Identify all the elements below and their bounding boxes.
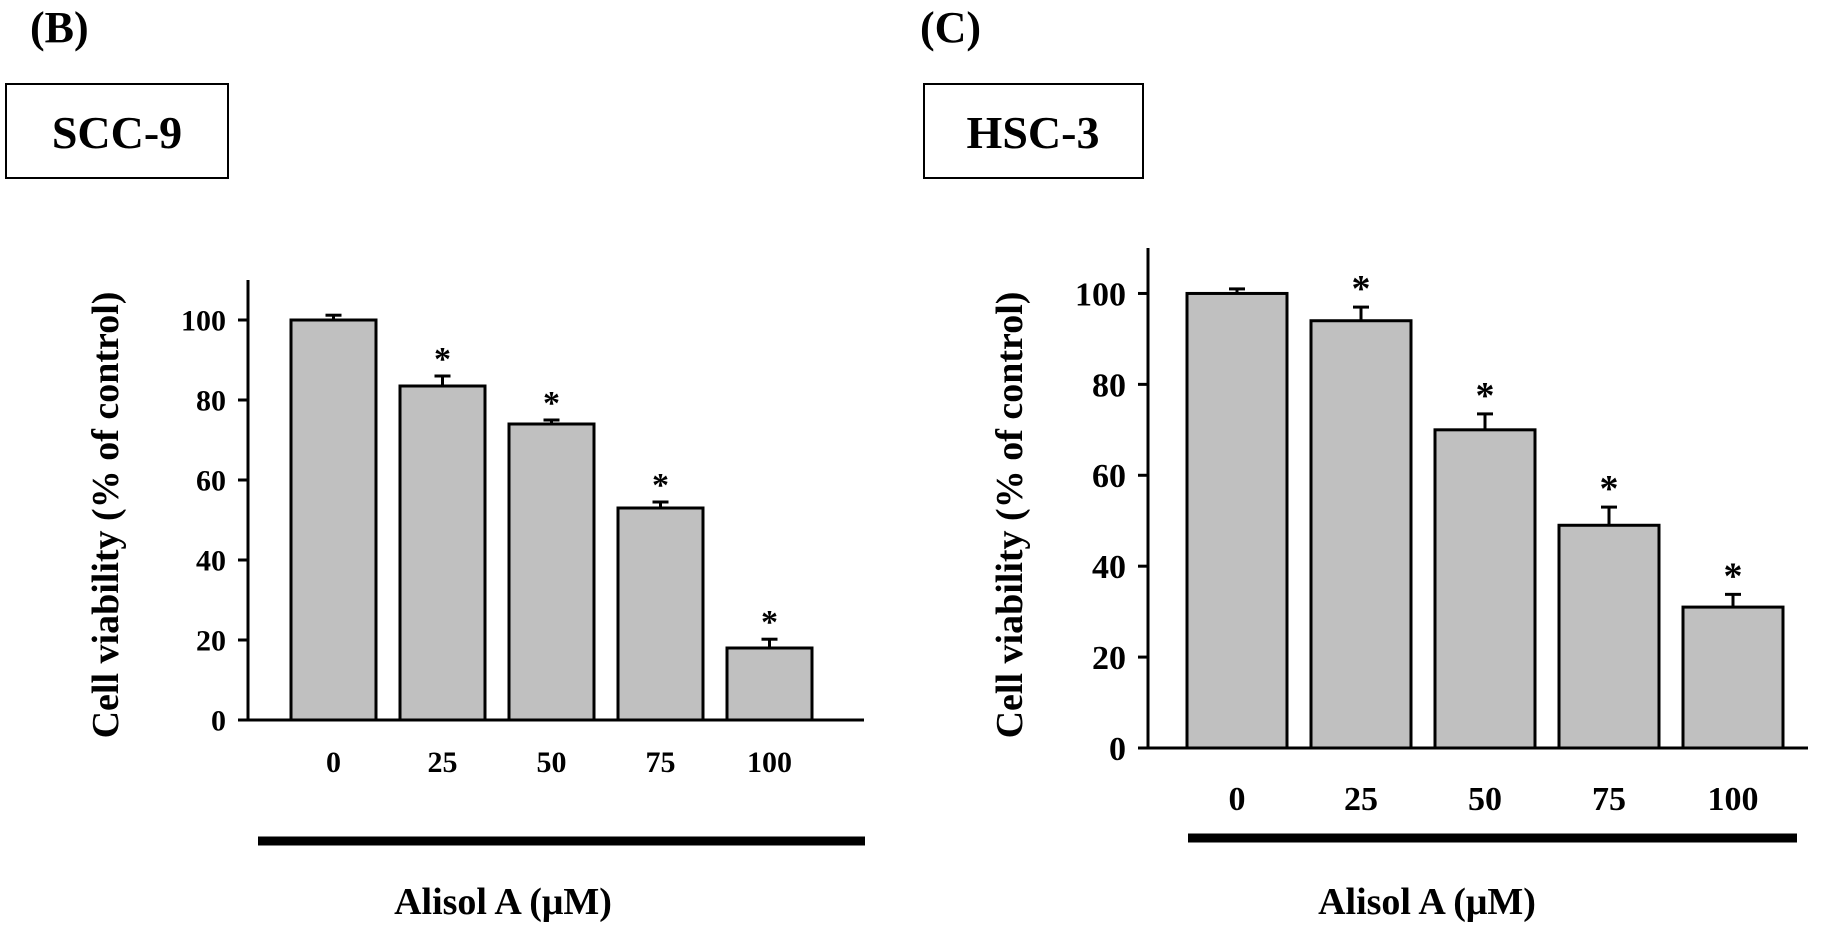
y-tick-label: 60 xyxy=(1092,458,1126,495)
y-tick-label: 100 xyxy=(181,305,226,338)
title-box xyxy=(923,83,1144,179)
bar xyxy=(1557,523,1661,750)
y-axis-label: Cell viability (% of control) xyxy=(989,292,1031,739)
y-tick-label: 0 xyxy=(211,705,226,738)
y-tick-label: 60 xyxy=(196,465,226,498)
y-tick-label: 100 xyxy=(1075,276,1126,313)
bar xyxy=(1681,605,1785,750)
panel-b: (B) SCC-9 Cell viability (% of control) … xyxy=(5,3,865,923)
bar xyxy=(398,384,487,722)
bar xyxy=(725,646,814,722)
x-tick-label: 50 xyxy=(537,746,567,779)
panel-label: (B) xyxy=(30,3,89,52)
significance-star: * xyxy=(1352,268,1371,310)
y-tick-label: 0 xyxy=(1109,731,1126,768)
significance-star: * xyxy=(652,467,669,504)
title-box xyxy=(5,83,229,179)
x-tick-label: 25 xyxy=(1344,781,1378,818)
significance-star: * xyxy=(1476,375,1495,417)
chart-title: SCC-9 xyxy=(52,107,182,158)
y-tick-label: 20 xyxy=(1092,640,1126,677)
bar xyxy=(1309,319,1413,750)
x-tick-label: 75 xyxy=(646,746,676,779)
x-tick-label: 100 xyxy=(747,746,792,779)
x-tick-label: 75 xyxy=(1592,781,1626,818)
bar xyxy=(507,422,596,722)
significance-star: * xyxy=(434,341,451,378)
y-tick-label: 20 xyxy=(196,625,226,658)
significance-star: * xyxy=(1724,555,1743,597)
bar xyxy=(1185,291,1289,750)
x-tick-label: 0 xyxy=(1229,781,1246,818)
chart-title: HSC-3 xyxy=(967,107,1100,158)
bar xyxy=(616,506,705,722)
x-tick-label: 25 xyxy=(428,746,458,779)
x-axis-label: Alisol A (μM) xyxy=(1318,881,1536,923)
bar xyxy=(1433,428,1537,750)
x-tick-label: 100 xyxy=(1708,781,1759,818)
plot-area: 0 20 40 60 80 100 0 * 25 * 50 * 75 * 100 xyxy=(181,280,865,846)
panel-label: (C) xyxy=(920,3,981,52)
plot-area: 0 20 40 60 80 100 0 * 25 * 50 * 75 * 100 xyxy=(1075,248,1808,843)
y-axis-label: Cell viability (% of control) xyxy=(85,292,127,739)
y-tick-label: 40 xyxy=(196,545,226,578)
x-axis-label: Alisol A (μM) xyxy=(394,881,612,923)
x-tick-label: 0 xyxy=(326,746,341,779)
significance-star: * xyxy=(1600,468,1619,510)
y-tick-label: 80 xyxy=(1092,367,1126,404)
significance-star: * xyxy=(543,385,560,422)
significance-star: * xyxy=(761,604,778,641)
y-tick-label: 80 xyxy=(196,385,226,418)
x-tick-label: 50 xyxy=(1468,781,1502,818)
bar xyxy=(289,318,378,722)
panel-c: (C) HSC-3 Cell viability (% of control) … xyxy=(920,3,1808,923)
y-tick-label: 40 xyxy=(1092,549,1126,586)
